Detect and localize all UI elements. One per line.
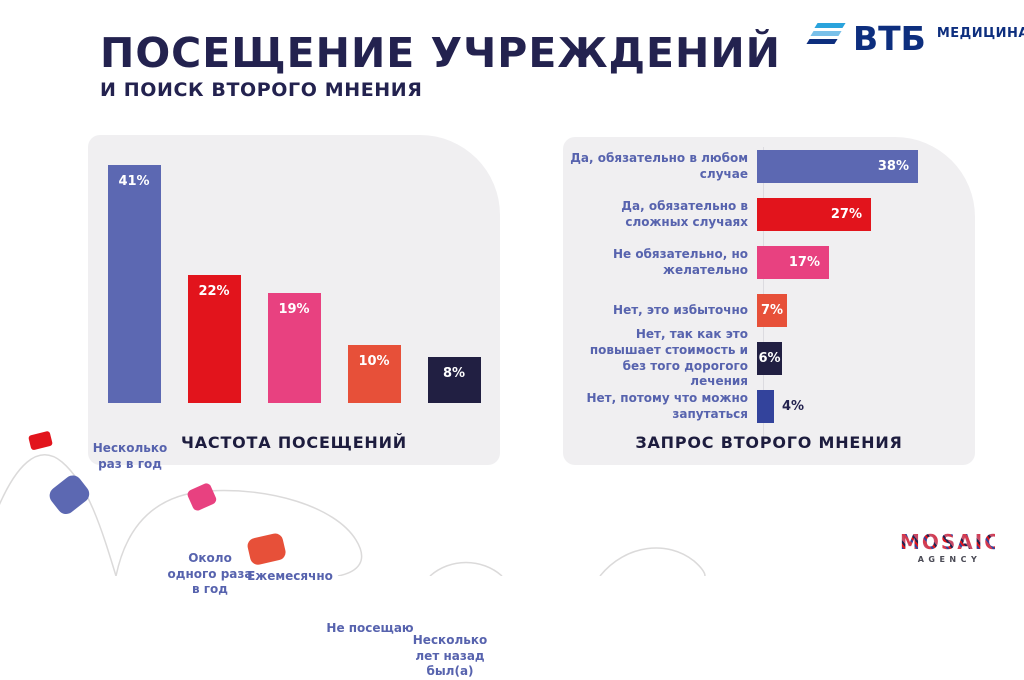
bar-row: Нет, так как это повышает стоимость и бе… bbox=[563, 327, 975, 388]
second-opinion-chart-title: ЗАПРОС ВТОРОГО МНЕНИЯ bbox=[635, 433, 903, 452]
bar-row: Да, обязательно в любом случае 38% bbox=[563, 150, 975, 183]
mosaic-agency-label: AGENCY bbox=[917, 555, 982, 564]
bar: 27% bbox=[757, 198, 871, 231]
page-subtitle: И ПОИСК ВТОРОГО МНЕНИЯ bbox=[100, 79, 423, 102]
bar: 8% bbox=[427, 357, 481, 403]
bar: 10% bbox=[347, 345, 401, 403]
bar-column: 19% Ежемесячно bbox=[247, 293, 334, 583]
visit-frequency-chart: 41% Несколько раз в год 22% Около одного ра… bbox=[88, 135, 500, 678]
bar-column: 41% Несколько раз в год bbox=[93, 165, 174, 471]
vtb-wordmark: ВТБ bbox=[853, 19, 926, 58]
bar-column: 10% Не посещаю bbox=[326, 345, 414, 635]
mosaic-logo: MOSAIC AGENCY bbox=[900, 530, 1001, 564]
bar-value-label: 10% bbox=[358, 354, 390, 369]
vtb-flag-icon bbox=[806, 23, 846, 44]
bar: 17% bbox=[757, 246, 829, 279]
bar-category-label: Нет, это избыточно bbox=[613, 302, 748, 317]
bar-category-label: Нет, потому что можно запутаться bbox=[586, 390, 748, 421]
second-opinion-chart: Да, обязательно в любом случае 38% Да, обя… bbox=[563, 150, 975, 423]
bar-value-label: 8% bbox=[442, 366, 466, 381]
visit-frequency-chart-title: ЧАСТОТА ПОСЕЩЕНИЙ bbox=[180, 433, 407, 452]
bar-value-label: 38% bbox=[877, 159, 909, 174]
bar: 41% bbox=[107, 165, 161, 403]
bar-category-label: Несколько лет назад был(а) bbox=[412, 633, 488, 679]
visit-frequency-panel: 41% Несколько раз в год 22% Около одного ра… bbox=[88, 135, 500, 678]
bar: 22% bbox=[187, 275, 241, 403]
bar-value-label: 17% bbox=[788, 255, 820, 270]
deco-red-shape bbox=[28, 431, 53, 450]
bar-category-label: Да, обязательно в сложных случаях bbox=[621, 198, 748, 229]
bar-value-label: 19% bbox=[278, 302, 310, 317]
bar-value-label: 7% bbox=[760, 303, 784, 318]
bar-value-label: 4% bbox=[782, 399, 805, 414]
bar-row: Не обязательно, но желательно 17% bbox=[563, 246, 975, 279]
bar-category-label: Ежемесячно bbox=[247, 569, 333, 583]
vtb-logo: ВТБ МЕДИЦИНА bbox=[806, 19, 1024, 58]
deco-pink-shape bbox=[187, 483, 217, 511]
bar-category-label: Не обязательно, но желательно bbox=[612, 246, 748, 277]
mosaic-wordmark: MOSAIC bbox=[900, 530, 1001, 554]
bar-row: Да, обязательно в сложных случаях 27% bbox=[563, 198, 975, 231]
bar: 38% bbox=[757, 150, 918, 183]
vtb-division-label: МЕДИЦИНА bbox=[936, 26, 1024, 41]
bar: 19% bbox=[267, 293, 321, 403]
bar-value-label: 41% bbox=[118, 174, 150, 189]
bar-value-label: 6% bbox=[758, 351, 781, 366]
slide-header: ПОСЕЩЕНИЕ УЧРЕЖДЕНИЙ И ПОИСК ВТОРОГО МНЕ… bbox=[100, 29, 781, 102]
slide: { "slide": { "title": "ПОСЕЩЕНИЕ УЧРЕЖДЕ… bbox=[0, 19, 1024, 679]
bar-category-label: Да, обязательно в любом случае bbox=[570, 150, 748, 181]
bar-row: Нет, это избыточно 7% bbox=[563, 294, 975, 327]
bar: 6% bbox=[757, 342, 782, 375]
bar-column: 22% Около одного раза в год bbox=[168, 275, 254, 596]
page-title: ПОСЕЩЕНИЕ УЧРЕЖДЕНИЙ bbox=[100, 29, 781, 77]
bar: 7% bbox=[757, 294, 787, 327]
bar-column: 8% Несколько лет назад был(а) bbox=[413, 357, 494, 678]
second-opinion-panel: Да, обязательно в любом случае 38% Да, обя… bbox=[563, 137, 975, 465]
bar bbox=[757, 390, 774, 423]
deco-blue-shape bbox=[49, 475, 90, 515]
bar-row: Нет, потому что можно запутаться 4% bbox=[563, 390, 975, 423]
bar-value-label: 22% bbox=[198, 284, 230, 299]
bar-value-label: 27% bbox=[830, 207, 862, 222]
bar-category-label: Нет, так как это повышает стоимость и бе… bbox=[589, 327, 748, 389]
